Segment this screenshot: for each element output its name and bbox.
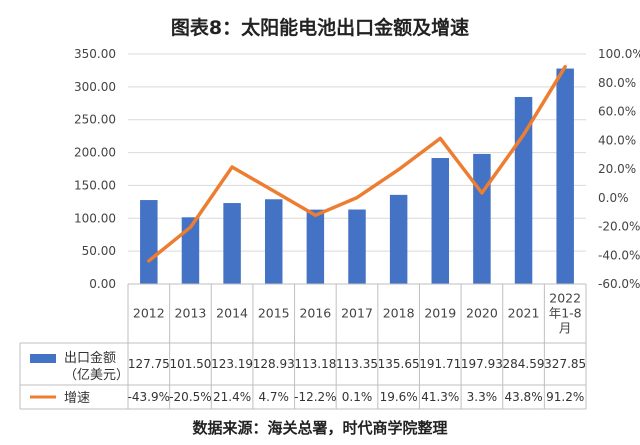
legend-label-bar-unit: （亿美元） — [64, 368, 129, 383]
bar-series — [140, 68, 574, 285]
data-table: 2012 2013 2014 2015 2016 2017 2018 2019 2020 2021… — [19, 283, 587, 410]
y-left-tick-label: 350.00 — [74, 47, 116, 61]
table-cell-export-value: 284.59 — [503, 357, 545, 371]
x-tick-label: 2017 — [341, 306, 373, 321]
y-left-tick-label: 0.00 — [89, 277, 116, 291]
x-tick-label: 2021 — [508, 306, 540, 321]
y-right-tick-label: -60.0% — [598, 277, 640, 291]
x-tick-label: 2020 — [466, 306, 498, 321]
table-cell-growth-value: 41.3% — [421, 390, 459, 404]
table-cell-growth-value: 4.7% — [258, 390, 289, 404]
y-right-tick-label: -20.0% — [598, 220, 640, 234]
x-tick-label: 2018 — [383, 306, 415, 321]
x-tick-label: 2012 — [133, 306, 165, 321]
y-left-tick-label: 50.00 — [82, 244, 116, 258]
y-left-tick-label: 150.00 — [74, 178, 116, 192]
bar — [556, 68, 574, 284]
x-tick-label: 月 — [559, 321, 572, 336]
table-cell-export-value: 197.93 — [461, 357, 503, 371]
x-tick-label: 2014 — [216, 306, 248, 321]
y-right-tick-label: 80.0% — [598, 76, 636, 90]
gridlines — [128, 53, 586, 252]
x-tick-label: 2015 — [258, 306, 290, 321]
x-tick-label: 2019 — [424, 306, 456, 321]
x-tick-label: 年1-8 — [549, 306, 582, 321]
bar — [223, 203, 241, 284]
bar — [389, 194, 408, 284]
table-cell-growth-value: 3.3% — [467, 390, 498, 404]
source-note: 数据来源：海关总署，时代商学院整理 — [192, 419, 447, 437]
x-tick-label: 2016 — [299, 306, 331, 321]
table-cell-export-value: 135.65 — [378, 357, 420, 371]
table-cell-growth-value: 21.4% — [213, 390, 251, 404]
legend-label-bar: 出口金额 — [64, 350, 116, 366]
table-cell-export-value: 101.50 — [169, 357, 211, 371]
y-left-tick-label: 100.00 — [74, 211, 116, 225]
bar — [140, 200, 158, 284]
table-cell-growth-value: 91.2% — [546, 390, 584, 404]
x-tick-label: 2013 — [175, 306, 207, 321]
bar — [473, 153, 491, 284]
legend-swatch-bar — [30, 354, 56, 363]
bar — [181, 217, 200, 284]
bar — [264, 199, 283, 284]
y-axis-left: 0.00 50.00 100.00 150.00 200.00 250.00 300.00 3… — [74, 47, 116, 291]
table-cell-growth-value: 0.1% — [342, 390, 373, 404]
y-right-tick-label: -40.0% — [598, 248, 640, 262]
table-cell-growth-value: 19.6% — [380, 390, 418, 404]
table-cell-growth-value: -12.2% — [294, 390, 336, 404]
table-cell-export-value: 327.85 — [544, 357, 586, 371]
y-right-tick-label: 0.0% — [598, 191, 629, 205]
y-right-tick-label: 20.0% — [598, 162, 636, 176]
y-right-tick-label: 40.0% — [598, 133, 636, 147]
table-cell-growth-value: -20.5% — [169, 390, 211, 404]
y-left-tick-label: 300.00 — [74, 80, 116, 94]
bar — [348, 209, 366, 284]
bar — [431, 158, 450, 284]
table-cell-export-value: 191.71 — [419, 357, 461, 371]
table-cell-export-value: 127.75 — [128, 357, 170, 371]
table-cell-export-value: 128.93 — [253, 357, 295, 371]
line-series — [147, 64, 567, 263]
x-tick-label: 2022 — [549, 291, 581, 306]
table-cell-export-value: 123.19 — [211, 357, 253, 371]
legend-label-line: 增速 — [64, 391, 90, 406]
y-axis-right: -60.0% -40.0% -20.0% 0.0% 20.0% 40.0% 60.0% 80.… — [598, 47, 640, 291]
table-cell-export-value: 113.35 — [336, 357, 378, 371]
chart-title: 图表8：太阳能电池出口金额及增速 — [171, 16, 469, 39]
y-left-tick-label: 250.00 — [74, 113, 116, 127]
bar — [306, 209, 325, 284]
y-left-tick-label: 200.00 — [74, 146, 116, 160]
table-cell-export-value: 113.18 — [294, 357, 336, 371]
table-cell-growth-value: 43.8% — [504, 390, 542, 404]
y-right-tick-label: 100.0% — [598, 47, 640, 61]
table-cell-growth-value: -43.9% — [128, 390, 170, 404]
y-right-tick-label: 60.0% — [598, 105, 636, 119]
